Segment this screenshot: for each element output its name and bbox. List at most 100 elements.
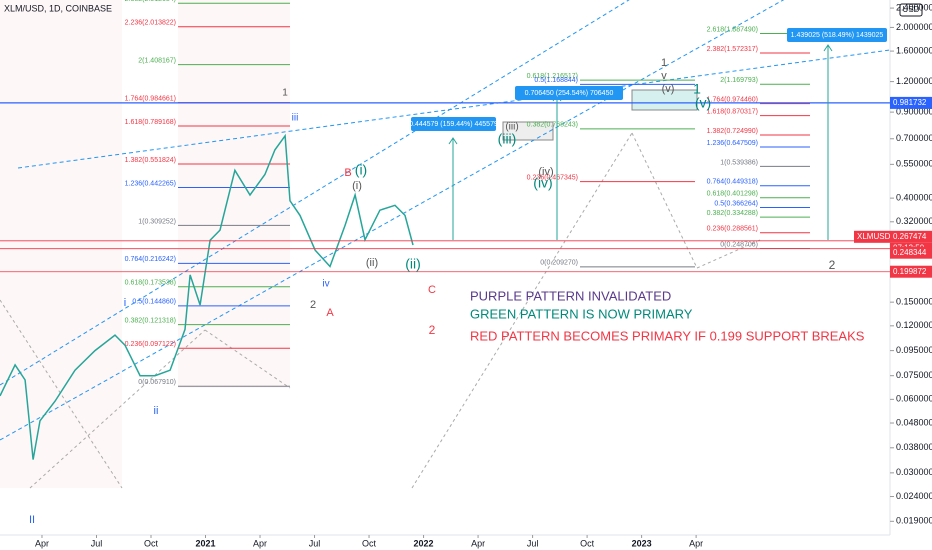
fib-label: 1.236(0.647509) [707,140,758,147]
price-badge-label: 0.199872 [893,267,927,276]
measure-box [411,117,496,131]
y-tick-label: 0.095000 [896,345,932,355]
wave-label: iii [292,113,299,124]
y-tick-label: 0.060000 [896,394,932,404]
y-tick-label: 1.600000 [896,45,932,55]
wave-label: ii [154,405,159,417]
y-tick-label: 0.019000 [896,516,932,526]
price-badge [890,265,932,278]
symbol-badge-label: XLMUSD [857,232,891,241]
measure-arrow [448,137,458,145]
fib-label: 0.382(0.768243) [527,122,578,129]
fib-label: 1.764(0.974460) [707,97,758,104]
chart-title: XLM/USD, 1D, COINBASE [4,3,112,13]
x-tick-label: Jul [91,538,103,548]
wave-label: (iii) [505,122,518,133]
wave-label: (ii) [405,256,421,272]
wave-label: i [124,297,126,309]
y-tick-label: 2.400000 [896,2,932,12]
fib-label: 0.236(0.467345) [527,174,578,181]
target-box [502,121,554,141]
wave-label: 1 [282,88,288,99]
fib-label: 1.236(0.442265) [125,180,176,187]
y-tick-label: 2.000000 [896,22,932,32]
wave-label: 2 [829,258,836,272]
currency-badge [899,3,923,17]
fib-label: 2.236(2.013822) [125,20,176,27]
fib-label: 0.764(0.449318) [707,179,758,186]
note: RED PATTERN BECOMES PRIMARY IF 0.199 SUP… [470,328,865,343]
price-badge-label: 0.248344 [893,248,927,257]
x-tick-label: Jul [309,538,321,548]
x-tick-label: Oct [580,538,595,548]
fib-label: 0.618(0.401298) [707,191,758,198]
note: GREEN PATTERN IS NOW PRIMARY [470,306,693,321]
fib-label: 0.236(0.288561) [707,226,758,233]
x-tick-label: Oct [144,538,159,548]
y-tick-label: 0.550000 [896,159,932,169]
price-badge [890,246,932,259]
x-tick-label: Apr [689,538,703,548]
fib-label: 0.5(1.168844) [534,77,578,84]
wave-label: v [661,70,667,82]
fib-label: 0(0.248706) [720,241,758,248]
wave-label: (iv) [533,175,552,191]
fib-label: 1.764(0.984661) [125,95,176,102]
fib-label: 2.382(1.572317) [707,46,758,53]
fib-label: 2(1.169793) [720,77,758,84]
wave-label: A [326,307,334,319]
wave-label: (iii) [498,131,517,147]
fib-label: 0.5(0.144860) [132,299,176,306]
wave-label: (i) [352,180,362,192]
trendlines [0,0,891,441]
zone [0,0,122,488]
projection-lines [0,132,761,489]
price-line [0,133,414,460]
x-tick-label: Apr [35,538,49,548]
fib-label: 0(0.209270) [540,260,578,267]
fib-label: 0.382(0.121318) [125,318,176,325]
note: PURPLE PATTERN INVALIDATED [470,288,671,303]
x-tick-label: 2023 [632,538,652,548]
wave-label: (i) [355,162,367,178]
fib-label: 1(0.539386) [720,159,758,166]
wave-label: (ii) [366,257,378,269]
y-tick-label: 0.048000 [896,417,932,427]
y-tick-label: 0.400000 [896,193,932,203]
measure-label: 0.444579 (159.44%) 445579 [409,121,498,128]
measure-label: 1.439025 (518.49%) 1439025 [791,32,884,39]
measure-box [515,86,623,100]
measure-box [787,28,887,42]
fib-label: 0.618(1.216517) [527,73,578,80]
y-tick-label: 0.120000 [896,320,932,330]
fib-label: 0.5(0.366264) [714,200,758,207]
fib-label: 0.236(0.097122) [125,341,176,348]
x-tick-label: Jul [527,538,539,548]
y-tick-label: 0.320000 [896,216,932,226]
price-badge-label: 0.981732 [893,98,927,107]
fib-label: 1(0.309252) [138,218,176,225]
fib-label: 1.618(0.789168) [125,119,176,126]
fib-label: 2(1.408167) [138,57,176,64]
target-box [631,89,698,111]
wave-label: (v) [662,83,675,95]
fib-label: 0.382(0.334288) [707,210,758,217]
fib-label: 0.618(0.173538) [125,280,176,287]
fib-label: 2.618(1.887490) [707,26,758,33]
y-tick-label: 0.075000 [896,370,932,380]
wave-label: 2 [310,299,316,311]
y-tick-label: 0.030000 [896,467,932,477]
fib-label: 2.382(2.512684) [125,0,176,3]
price-badge-label: 0.267474 [893,232,927,241]
wave-label: II [29,514,35,526]
wave-label: iv [322,279,329,290]
wave-label: C [428,284,436,296]
symbol-badge [854,230,890,243]
fib-label: 1.382(0.724990) [707,128,758,135]
zone [178,0,290,388]
x-tick-label: 2022 [414,538,434,548]
wave-label: B [344,167,351,179]
currency-badge-text: USD [903,5,920,14]
